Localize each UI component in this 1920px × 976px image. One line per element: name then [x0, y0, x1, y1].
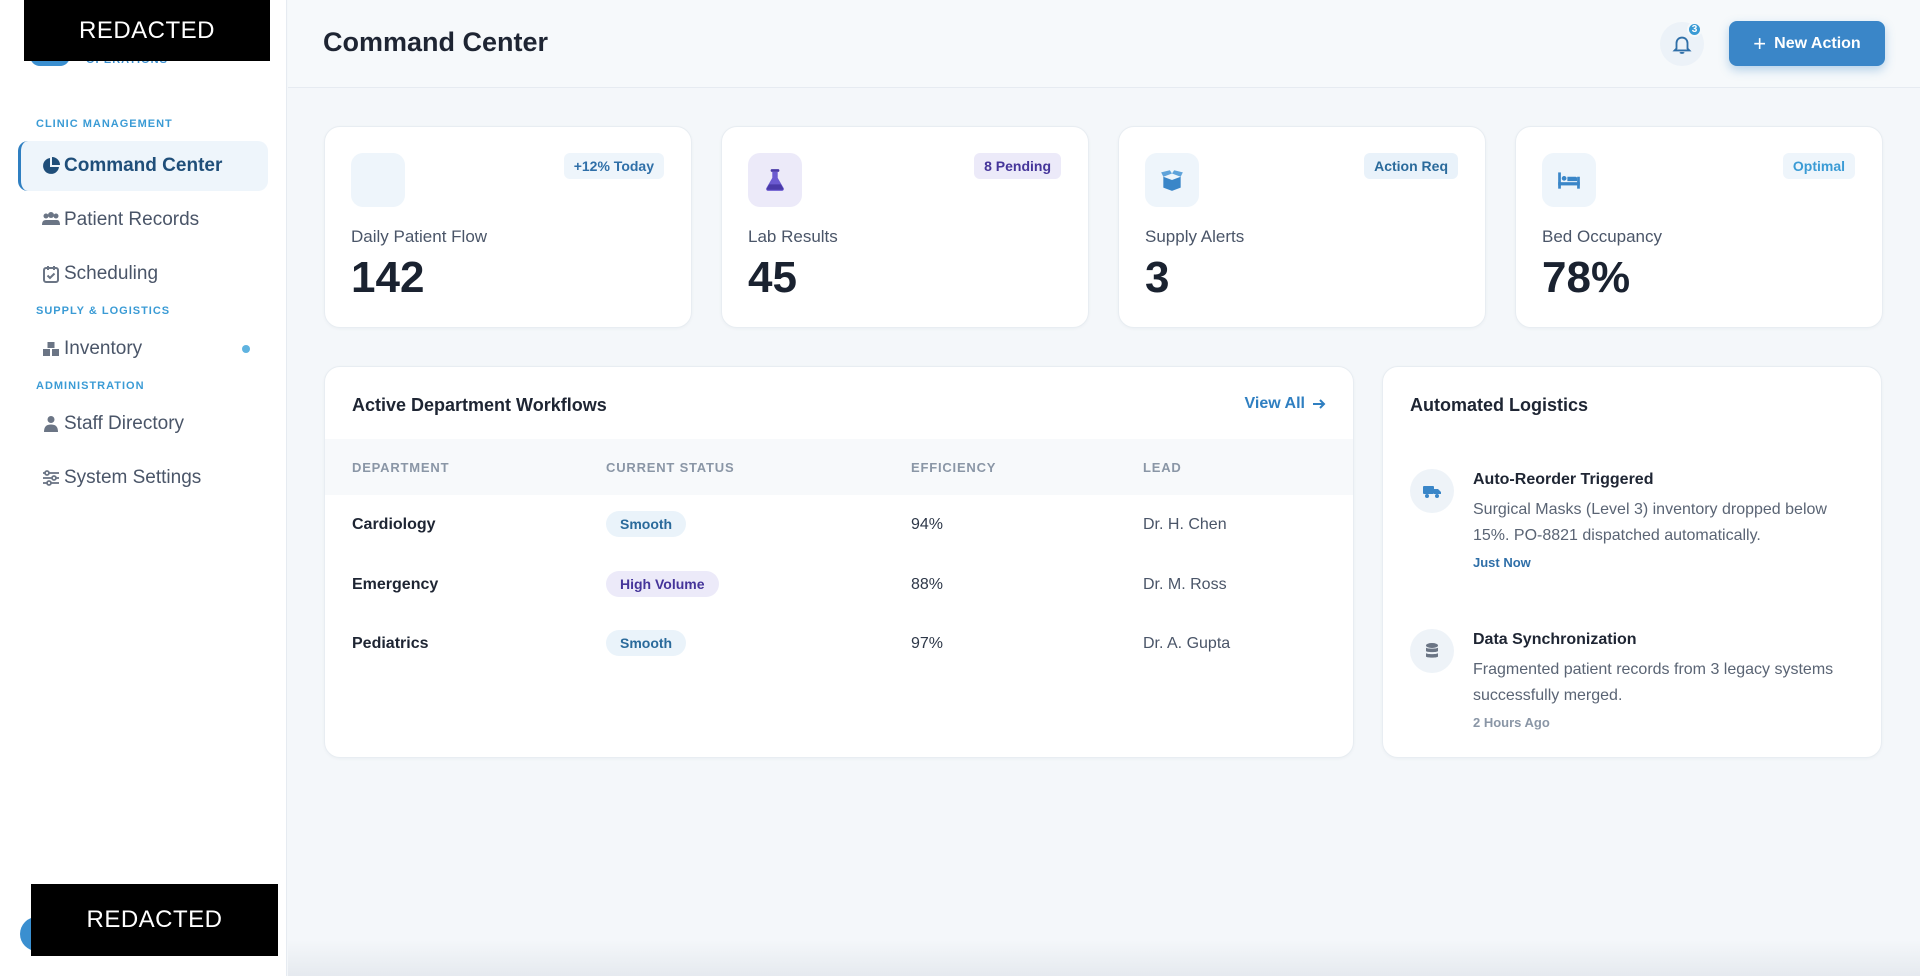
table-row[interactable]: Pediatrics Smooth 97% Dr. A. Gupta — [325, 615, 1353, 675]
logistics-item-title: Data Synchronization — [1473, 631, 1637, 648]
sidebar-item-label: Staff Directory — [64, 413, 185, 434]
user-tie-icon — [40, 413, 62, 435]
page-title: Command Center — [323, 27, 549, 57]
notifications-button[interactable]: 3 — [1660, 22, 1704, 66]
efficiency-value: 88% — [911, 576, 944, 593]
plus-icon: + — [1753, 30, 1767, 56]
table-row[interactable]: Cardiology Smooth 94% Dr. H. Chen — [325, 495, 1353, 555]
view-all-link[interactable]: View All — [1245, 395, 1327, 413]
logistics-item-text: Fragmented patient records from 3 legacy… — [1473, 661, 1834, 704]
lead-name: Dr. M. Ross — [1143, 576, 1227, 593]
sidebar: OPERATIONS REDACTED CLINIC MANAGEMENT Co… — [0, 0, 287, 976]
stat-label: Supply Alerts — [1145, 227, 1245, 246]
database-icon — [1410, 629, 1454, 673]
department-name: Emergency — [352, 576, 439, 593]
stat-label: Bed Occupancy — [1542, 227, 1663, 246]
top-header: Command Center 3 + New Action — [288, 0, 1920, 88]
logistics-item-text: Surgical Masks (Level 3) inventory dropp… — [1473, 501, 1827, 544]
stat-badge: +12% Today — [563, 153, 664, 179]
stat-value: 3 — [1145, 253, 1170, 302]
automated-logistics-panel: Automated Logistics Auto-Reorder Trigger… — [1382, 366, 1882, 758]
panel-title: Automated Logistics — [1410, 395, 1589, 415]
logo-icon — [30, 56, 70, 66]
column-header-efficiency: EFFICIENCY — [911, 460, 997, 475]
status-badge: Smooth — [606, 630, 687, 656]
column-header-lead: LEAD — [1143, 460, 1182, 475]
bottom-fade — [288, 940, 1920, 976]
stat-card-daily-patient-flow[interactable]: +12% Today Daily Patient Flow 142 — [324, 126, 692, 328]
section-label-supply-logistics: SUPPLY & LOGISTICS — [36, 305, 171, 317]
bed-icon — [1542, 153, 1596, 207]
table-row[interactable]: Emergency High Volume 88% Dr. M. Ross — [325, 555, 1353, 615]
panel-title: Active Department Workflows — [352, 395, 607, 415]
arrow-right-icon — [1305, 396, 1327, 412]
stat-card-bed-occupancy[interactable]: Optimal Bed Occupancy 78% — [1515, 126, 1883, 328]
flask-icon — [748, 153, 802, 207]
new-action-button[interactable]: + New Action — [1729, 21, 1885, 66]
sliders-icon — [40, 467, 62, 489]
logistics-item-title: Auto-Reorder Triggered — [1473, 471, 1654, 488]
logistics-item-time: 2 Hours Ago — [1473, 715, 1550, 730]
stat-value: 45 — [748, 253, 797, 302]
notification-count-badge: 3 — [1687, 22, 1702, 37]
stat-badge: Action Req — [1364, 153, 1458, 179]
sidebar-item-label: Scheduling — [64, 263, 159, 284]
sidebar-item-system-settings[interactable]: System Settings — [18, 453, 268, 503]
users-icon — [40, 209, 62, 231]
new-action-label: New Action — [1774, 34, 1861, 52]
stat-value: 142 — [351, 253, 425, 302]
blank-icon — [351, 153, 405, 207]
brand-redacted: REDACTED — [24, 0, 270, 61]
column-header-department: DEPARTMENT — [352, 460, 450, 475]
calendar-check-icon — [40, 263, 62, 285]
stat-card-lab-results[interactable]: 8 Pending Lab Results 45 — [721, 126, 1089, 328]
stat-label: Daily Patient Flow — [351, 227, 488, 246]
bell-icon — [1671, 33, 1693, 55]
section-label-administration: ADMINISTRATION — [36, 380, 145, 392]
lead-name: Dr. A. Gupta — [1143, 635, 1231, 652]
lead-name: Dr. H. Chen — [1143, 516, 1227, 533]
stat-badge: 8 Pending — [974, 153, 1061, 179]
pie-chart-icon — [40, 155, 62, 177]
logistics-item-time: Just Now — [1473, 555, 1531, 570]
sidebar-item-inventory[interactable]: Inventory — [18, 324, 268, 374]
efficiency-value: 97% — [911, 635, 944, 652]
sidebar-item-command-center[interactable]: Command Center — [18, 141, 268, 191]
stat-card-supply-alerts[interactable]: Action Req Supply Alerts 3 — [1118, 126, 1486, 328]
sidebar-item-scheduling[interactable]: Scheduling — [18, 249, 268, 299]
sidebar-item-label: Patient Records — [64, 209, 200, 230]
view-all-label: View All — [1244, 395, 1305, 412]
stat-badge: Optimal — [1782, 153, 1855, 179]
truck-icon — [1410, 469, 1454, 513]
inventory-status-dot — [242, 345, 250, 353]
efficiency-value: 94% — [911, 516, 944, 533]
sidebar-item-label: Inventory — [64, 338, 143, 359]
boxes-icon — [40, 338, 62, 360]
section-label-clinic-management: CLINIC MANAGEMENT — [36, 118, 173, 130]
sidebar-item-label: Command Center — [64, 155, 223, 176]
box-open-icon — [1145, 153, 1199, 207]
stat-value: 78% — [1542, 253, 1631, 302]
table-header — [325, 439, 1353, 495]
department-name: Pediatrics — [352, 635, 429, 652]
column-header-status: CURRENT STATUS — [606, 460, 735, 475]
sidebar-item-patient-records[interactable]: Patient Records — [18, 195, 268, 245]
sidebar-item-staff-directory[interactable]: Staff Directory — [18, 399, 268, 449]
sidebar-item-label: System Settings — [64, 467, 202, 488]
department-name: Cardiology — [352, 516, 436, 533]
department-workflows-panel: Active Department Workflows View All DEP… — [324, 366, 1354, 758]
stat-label: Lab Results — [748, 227, 838, 246]
status-badge: Smooth — [606, 511, 687, 537]
status-badge: High Volume — [606, 571, 719, 597]
user-profile-redacted: REDACTED — [31, 884, 278, 956]
